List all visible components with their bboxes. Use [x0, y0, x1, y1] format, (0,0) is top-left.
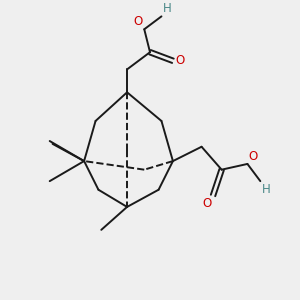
Text: O: O [134, 15, 143, 28]
Text: H: H [163, 2, 172, 15]
Text: O: O [202, 197, 211, 210]
Text: H: H [262, 183, 271, 196]
Text: O: O [175, 54, 184, 67]
Text: O: O [249, 149, 258, 163]
